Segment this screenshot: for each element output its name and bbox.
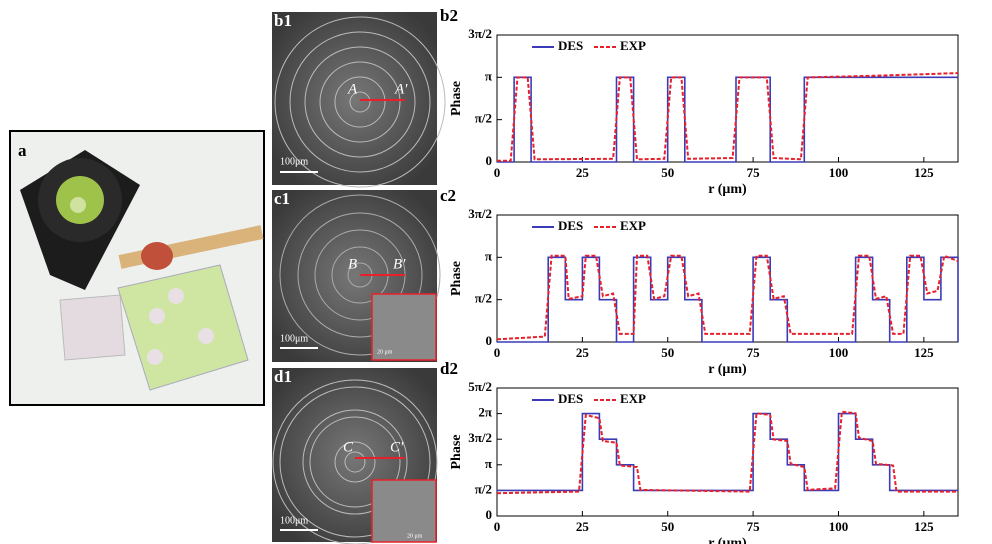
point-label: C xyxy=(343,439,354,455)
scale-bar-label: 20 μm xyxy=(377,349,393,355)
legend-label: EXP xyxy=(620,391,646,406)
y-tick-label: 3π/2 xyxy=(468,206,492,221)
x-tick-label: 75 xyxy=(747,165,761,180)
x-tick-label: 100 xyxy=(829,345,849,360)
y-tick-label: 5π/2 xyxy=(468,379,492,394)
legend-label: DES xyxy=(558,218,583,233)
data-line xyxy=(496,410,958,495)
data-line xyxy=(497,72,959,162)
y-axis-label: Phase xyxy=(449,435,464,470)
x-tick-label: 25 xyxy=(576,519,590,534)
x-tick-label: 0 xyxy=(494,519,501,534)
scale-bar-label: 20 μm xyxy=(407,533,423,539)
x-tick-label: 0 xyxy=(494,165,501,180)
y-axis-label: Phase xyxy=(449,261,464,296)
legend-label: EXP xyxy=(620,38,646,53)
micrograph-d1: C C' 100μm 20 μm d1 xyxy=(272,367,438,544)
plot-frame xyxy=(496,387,959,517)
y-tick-label: π/2 xyxy=(475,111,492,126)
x-tick-label: 25 xyxy=(576,345,590,360)
legend-label: DES xyxy=(558,38,583,53)
x-tick-label: 125 xyxy=(914,519,934,534)
y-tick-label: π/2 xyxy=(475,291,492,306)
y-tick-label: 0 xyxy=(486,153,493,168)
data-line xyxy=(496,254,959,341)
micrograph-b1: A A' 100μm b1 xyxy=(272,11,446,188)
y-tick-label: π xyxy=(485,456,492,471)
legend-label: EXP xyxy=(620,218,646,233)
y-tick-label: 0 xyxy=(486,507,493,522)
y-tick-label: π xyxy=(485,248,492,263)
point-label: A xyxy=(347,81,358,97)
data-line xyxy=(497,76,958,163)
x-tick-label: 75 xyxy=(747,519,761,534)
panel-label: d2 xyxy=(440,359,458,378)
y-tick-label: 3π/2 xyxy=(468,430,492,445)
y-tick-label: 0 xyxy=(486,333,493,348)
x-tick-label: 125 xyxy=(914,345,934,360)
panel-label: a xyxy=(18,141,27,160)
y-axis-label: Phase xyxy=(449,81,464,116)
y-tick-label: 3π/2 xyxy=(468,26,492,41)
y-tick-label: π/2 xyxy=(475,481,492,496)
x-axis-label: r (μm) xyxy=(708,362,747,377)
panel-label: b1 xyxy=(274,11,292,30)
x-axis-label: r (μm) xyxy=(708,182,747,197)
point-label: A' xyxy=(394,81,408,97)
data-line xyxy=(497,256,959,343)
photo-a: a xyxy=(9,130,265,406)
legend-label: DES xyxy=(558,391,583,406)
x-tick-label: 100 xyxy=(829,519,849,534)
data-line xyxy=(497,412,958,492)
x-tick-label: 125 xyxy=(914,165,934,180)
x-tick-label: 75 xyxy=(747,345,761,360)
y-tick-label: π xyxy=(485,68,492,83)
plot-frame xyxy=(496,34,959,163)
panel-label: c2 xyxy=(440,186,456,205)
point-label: C' xyxy=(390,439,404,455)
x-tick-label: 25 xyxy=(576,165,590,180)
panel-label: c1 xyxy=(274,189,290,208)
scale-bar-label: 100μm xyxy=(280,156,308,167)
panel-label: b2 xyxy=(440,6,458,25)
x-tick-label: 100 xyxy=(829,165,849,180)
scale-bar-label: 100μm xyxy=(280,333,308,344)
x-tick-label: 50 xyxy=(661,165,674,180)
scale-bar-label: 100μm xyxy=(280,515,308,526)
panel-label: d1 xyxy=(274,367,292,386)
x-tick-label: 0 xyxy=(494,345,501,360)
x-tick-label: 50 xyxy=(661,519,674,534)
x-axis-label: r (μm) xyxy=(708,536,747,544)
x-tick-label: 50 xyxy=(661,345,674,360)
y-tick-label: 2π xyxy=(478,405,492,420)
point-label: B' xyxy=(393,256,406,272)
point-label: B xyxy=(348,256,357,272)
micrograph-c1: B B' 100μm 20 μm c1 xyxy=(272,189,441,362)
